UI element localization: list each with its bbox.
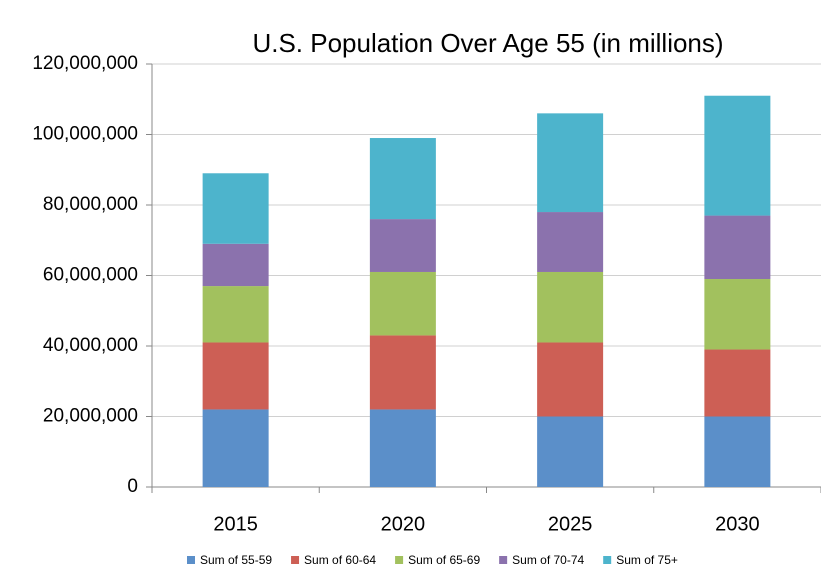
legend-label: Sum of 75+: [616, 553, 678, 567]
y-tick-label: 80,000,000: [43, 194, 138, 215]
legend-swatch: [187, 556, 195, 564]
y-tick-label: 20,000,000: [43, 406, 138, 427]
legend-swatch: [603, 556, 612, 564]
bar-segment: [537, 342, 604, 417]
legend-label: Sum of 60-64: [304, 553, 376, 567]
bar-segment: [537, 271, 604, 343]
x-tick-label: 2015: [213, 513, 258, 535]
bar-segment: [369, 138, 436, 220]
legend-swatch: [395, 556, 404, 564]
bar-segment: [202, 409, 269, 487]
bar-segment: [704, 279, 771, 350]
bar-segment: [202, 173, 269, 244]
chart-title: U.S. Population Over Age 55 (in millions…: [252, 28, 723, 58]
bar-segment: [704, 215, 771, 280]
bar-segment: [369, 219, 436, 272]
bar-segment: [537, 212, 604, 272]
bar-segment: [537, 113, 604, 213]
x-tick-label: 2020: [381, 513, 426, 535]
legend-label: Sum of 55-59: [200, 553, 272, 567]
bar-segment: [537, 416, 604, 487]
bar-segment: [369, 335, 436, 410]
bar-segment: [369, 409, 436, 487]
legend-label: Sum of 65-69: [408, 553, 480, 567]
y-tick-label: 40,000,000: [43, 335, 138, 356]
x-tick-label: 2030: [715, 513, 760, 535]
bar-segment: [369, 271, 436, 336]
bar-segment: [202, 286, 269, 343]
bar-segment: [704, 416, 771, 487]
bar-segment: [202, 342, 269, 410]
bar-segment: [704, 349, 771, 417]
y-tick-label: 100,000,000: [32, 124, 138, 145]
legend-swatch: [499, 556, 508, 564]
x-tick-label: 2025: [548, 513, 593, 535]
y-tick-label: 120,000,000: [32, 53, 138, 74]
y-tick-label: 0: [127, 476, 138, 497]
y-tick-label: 60,000,000: [43, 265, 138, 286]
legend-label: Sum of 70-74: [512, 553, 584, 567]
legend-swatch: [291, 556, 300, 564]
bar-segment: [202, 243, 269, 287]
bar-segment: [704, 95, 771, 216]
